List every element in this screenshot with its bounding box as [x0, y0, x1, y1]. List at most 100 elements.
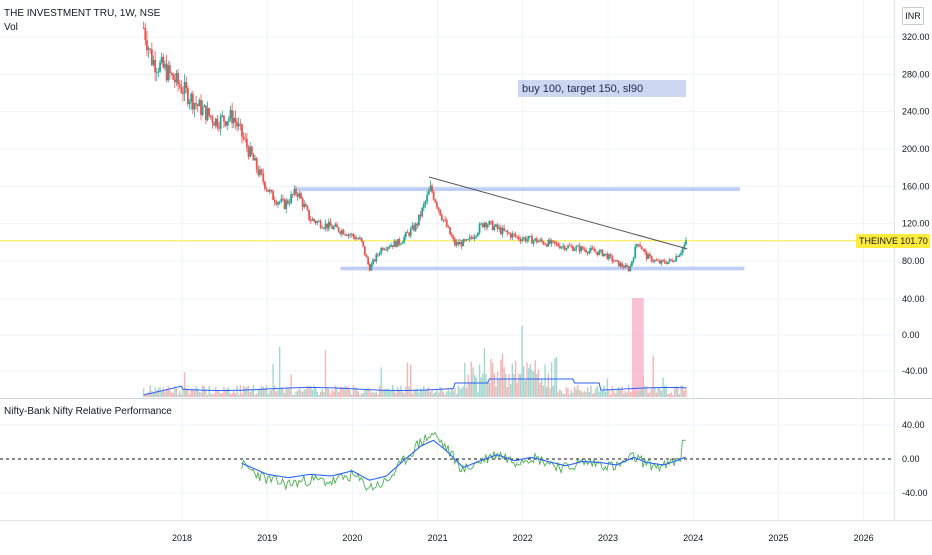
volume-bar — [529, 364, 532, 397]
candle-body — [419, 214, 422, 217]
candle-body — [621, 263, 623, 267]
volume-legend[interactable]: Vol — [4, 22, 18, 33]
volume-bar — [531, 369, 533, 397]
rs-main-line — [241, 439, 686, 481]
volume-bar — [296, 390, 299, 397]
candle-body — [286, 200, 289, 204]
candle-body — [270, 189, 273, 192]
volume-bar — [652, 355, 654, 397]
candle-body — [216, 118, 219, 128]
candle-body — [639, 244, 642, 247]
candle-body — [549, 239, 551, 244]
candle-body — [671, 260, 674, 262]
candle-body — [604, 253, 607, 255]
candle-body — [332, 226, 335, 229]
candle-body — [531, 235, 533, 244]
volume-bar — [621, 386, 623, 397]
candle-body — [627, 266, 630, 271]
volume-bar — [172, 392, 174, 397]
volume-bar — [580, 390, 582, 397]
volume-bar — [682, 385, 684, 397]
volume-bar — [408, 386, 410, 397]
volume-bar — [380, 367, 382, 397]
candle-body — [445, 220, 448, 227]
candle-body — [463, 239, 466, 241]
candle-body — [444, 219, 447, 221]
candle-body — [341, 230, 343, 234]
volume-bar — [424, 390, 427, 397]
volume-bar — [506, 386, 509, 397]
candle-body — [182, 92, 184, 94]
volume-bar — [197, 388, 199, 397]
candle-body — [642, 249, 645, 251]
volume-bar — [285, 387, 287, 397]
candle-body — [429, 185, 432, 192]
indicator-legend[interactable]: Nifty-Bank Nifty Relative Performance — [4, 406, 172, 417]
trade-note[interactable]: buy 100, target 150, sl90 — [518, 80, 686, 97]
volume-bar — [200, 392, 202, 397]
candle-body — [309, 219, 312, 221]
candle-body — [529, 235, 532, 237]
candle-body — [503, 227, 506, 231]
volume-bar — [398, 389, 400, 397]
volume-bar — [469, 381, 471, 397]
candle-body — [508, 232, 510, 234]
volume-bar — [590, 385, 592, 397]
candle-body — [321, 227, 324, 229]
volume-bar — [298, 388, 301, 397]
volume-bar — [373, 392, 376, 397]
candle-body — [413, 225, 415, 231]
volume-bar — [269, 390, 271, 397]
candle-body — [206, 108, 209, 121]
candle-body — [580, 246, 583, 252]
candle-body — [478, 224, 481, 233]
volume-bar — [360, 393, 363, 397]
candle-body — [652, 261, 655, 263]
candle-body — [224, 121, 227, 126]
candle-body — [681, 247, 684, 253]
candle-body — [262, 173, 265, 182]
volume-bar — [206, 394, 209, 397]
candle-body — [390, 245, 392, 247]
candle-body — [653, 259, 656, 262]
volume-bar — [660, 390, 663, 397]
candle-body — [522, 237, 525, 240]
volume-bar — [326, 387, 328, 397]
volume-bar — [677, 386, 679, 397]
candle-body — [421, 207, 424, 217]
volume-highlight — [631, 298, 644, 397]
volume-bar — [223, 386, 225, 397]
volume-bar — [337, 392, 340, 397]
volume-bar — [428, 387, 430, 397]
candle-body — [324, 223, 327, 229]
candle-body — [295, 188, 297, 194]
candle-body — [588, 250, 591, 254]
time-axis-tick: 2019 — [257, 533, 277, 543]
candle-body — [575, 246, 578, 250]
volume-bar — [601, 390, 604, 397]
candle-body — [493, 226, 496, 231]
volume-bar — [152, 392, 155, 397]
volume-bar — [642, 376, 645, 397]
symbol-legend[interactable]: THE INVESTMENT TRU, 1W, NSE — [4, 8, 161, 19]
volume-bar — [367, 387, 369, 397]
volume-bar — [265, 385, 268, 397]
candle-body — [380, 248, 383, 254]
candle-body — [193, 103, 196, 110]
volume-bar — [221, 393, 224, 397]
volume-bar — [180, 394, 183, 397]
candle-body — [322, 228, 325, 229]
volume-bar — [627, 385, 630, 397]
candle-body — [290, 194, 293, 203]
volume-bar — [419, 388, 422, 397]
candle-body — [354, 236, 356, 240]
candle-body — [632, 258, 635, 262]
currency-selector[interactable]: INR — [902, 7, 924, 25]
candle-body — [524, 237, 527, 242]
volume-bar — [357, 391, 359, 397]
candle-body — [454, 239, 456, 246]
candle-body — [424, 201, 427, 204]
candle-body — [314, 220, 317, 224]
